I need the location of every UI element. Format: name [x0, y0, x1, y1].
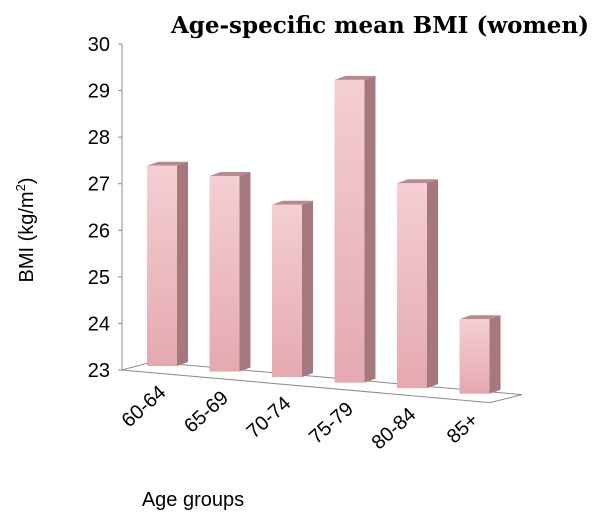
x-tick-label: 60-64 — [118, 381, 171, 432]
y-tick-label: 24 — [88, 313, 110, 335]
y-axis — [118, 43, 123, 371]
x-axis-label: Age groups — [142, 489, 244, 511]
y-axis-label-superscript: 2 — [13, 184, 28, 191]
bar-top — [459, 315, 501, 320]
bars — [147, 75, 501, 394]
bar-side — [489, 315, 501, 394]
bar-front — [147, 165, 177, 366]
bar-side — [364, 75, 376, 383]
y-axis-label-main: BMI (kg/m — [16, 191, 38, 282]
bar-top — [272, 200, 313, 205]
bar-top — [209, 171, 251, 176]
bar — [397, 179, 438, 389]
bar — [459, 315, 501, 394]
y-tick-label: 28 — [88, 127, 110, 149]
bar-top — [397, 179, 438, 184]
y-tick-label: 23 — [88, 360, 110, 382]
y-axis-label-close: ) — [16, 177, 38, 184]
bar-side — [427, 179, 438, 389]
bar-front — [334, 79, 365, 383]
y-tick-label: 27 — [88, 174, 110, 196]
bar — [272, 200, 313, 378]
bar-front — [272, 204, 302, 378]
bar — [209, 171, 251, 372]
y-tick-label: 26 — [88, 220, 110, 242]
bar-front — [397, 183, 427, 389]
bar-side — [177, 161, 188, 366]
y-tick-labels: 23 24 25 26 27 28 29 30 — [88, 34, 110, 382]
y-axis-label: BMI (kg/m2) — [13, 177, 38, 282]
x-tick-label: 80-84 — [368, 404, 421, 455]
y-tick-label: 29 — [88, 81, 110, 103]
bar — [334, 75, 376, 383]
bar-front — [209, 175, 240, 372]
x-tick-label: 75-79 — [305, 398, 358, 449]
x-tick-label: 65-69 — [180, 387, 233, 438]
floor-outline — [121, 361, 523, 404]
x-tick-labels: 60-64 65-69 70-74 75-79 80-84 85+ — [118, 381, 483, 454]
y-tick-label: 30 — [88, 34, 110, 56]
chart-title: Age-specific mean BMI (women) — [170, 12, 589, 39]
bar — [147, 161, 188, 366]
x-tick-label: 85+ — [443, 409, 483, 448]
chart-floor — [121, 361, 523, 404]
bar-side — [239, 171, 251, 372]
bar-front — [459, 319, 490, 394]
y-tick-label: 25 — [88, 267, 110, 289]
x-tick-label: 70-74 — [243, 392, 296, 443]
bar-side — [302, 200, 313, 378]
bar-top — [334, 75, 376, 80]
bar-top — [147, 161, 188, 166]
